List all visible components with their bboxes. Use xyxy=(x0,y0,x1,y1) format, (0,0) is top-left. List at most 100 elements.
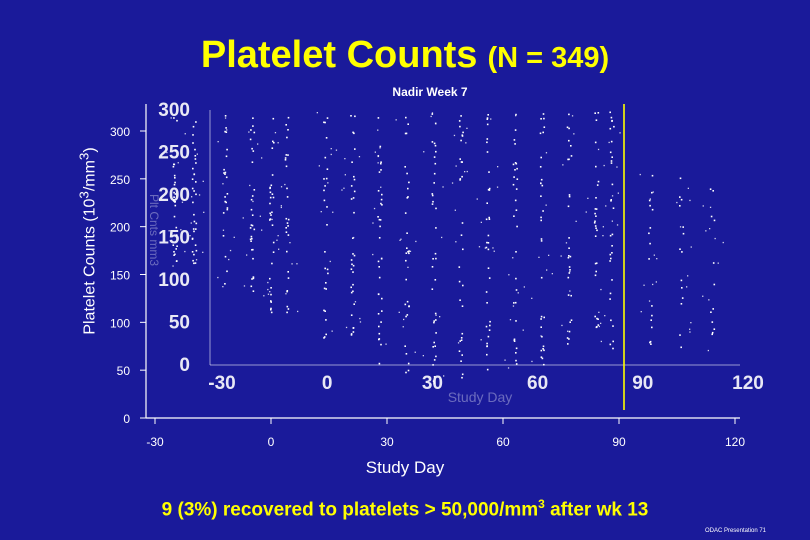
data-point xyxy=(431,203,434,205)
data-point xyxy=(460,360,462,362)
data-point xyxy=(598,311,600,313)
data-point xyxy=(594,220,596,223)
data-point xyxy=(432,346,434,348)
data-point xyxy=(225,155,228,158)
data-point xyxy=(252,290,255,292)
data-point xyxy=(656,258,658,260)
footer-note: 9 (3%) recovered to platelets > 50,000/m… xyxy=(161,497,649,521)
data-point xyxy=(261,157,263,159)
data-point xyxy=(567,276,570,279)
data-point xyxy=(269,212,271,215)
data-point xyxy=(596,326,598,328)
data-point xyxy=(379,145,382,148)
data-point xyxy=(405,259,407,262)
data-point xyxy=(166,151,168,154)
data-point xyxy=(619,132,621,134)
data-point xyxy=(639,173,641,176)
y-tick-label: 150 xyxy=(110,269,130,283)
data-point xyxy=(173,215,176,218)
data-point xyxy=(250,208,253,211)
data-point xyxy=(651,314,653,317)
data-point xyxy=(486,118,489,120)
data-point xyxy=(459,299,461,301)
data-point xyxy=(594,235,597,237)
data-point xyxy=(414,351,416,353)
data-point xyxy=(224,171,227,174)
data-point xyxy=(352,331,355,333)
data-point xyxy=(184,250,186,253)
data-point xyxy=(350,259,353,261)
data-point xyxy=(488,277,491,279)
data-point xyxy=(286,196,289,198)
x-tick-label: 90 xyxy=(612,435,626,449)
data-point xyxy=(352,131,354,134)
data-point xyxy=(650,343,652,345)
data-point xyxy=(330,153,332,156)
data-point xyxy=(330,148,332,150)
data-point xyxy=(181,201,184,203)
data-point xyxy=(486,138,489,140)
data-point xyxy=(377,129,379,131)
data-point xyxy=(326,117,329,119)
data-point xyxy=(460,115,462,117)
data-point xyxy=(567,330,569,332)
chart-points xyxy=(166,111,724,384)
data-point xyxy=(224,200,226,203)
ghost-y-tick-label: 0 xyxy=(179,355,190,376)
data-point xyxy=(488,218,491,220)
data-point xyxy=(195,249,198,252)
data-point xyxy=(680,198,683,201)
data-point xyxy=(435,257,437,260)
data-point xyxy=(709,188,712,190)
data-point xyxy=(352,237,354,239)
data-point xyxy=(270,301,272,303)
data-point xyxy=(539,132,542,135)
data-point xyxy=(573,133,575,135)
data-point xyxy=(434,252,437,255)
data-point xyxy=(480,339,482,341)
data-point xyxy=(568,266,571,268)
data-point xyxy=(250,285,253,288)
data-point xyxy=(541,335,543,338)
data-point xyxy=(570,294,572,297)
data-point xyxy=(193,253,195,256)
data-point xyxy=(378,325,380,328)
data-point xyxy=(433,156,436,158)
data-point xyxy=(381,204,383,206)
data-point xyxy=(174,177,176,179)
data-point xyxy=(353,303,355,305)
data-point xyxy=(352,271,354,273)
data-point xyxy=(707,349,709,352)
data-point xyxy=(406,247,408,249)
data-point xyxy=(651,326,653,329)
data-point xyxy=(326,268,329,271)
data-point xyxy=(270,307,272,310)
data-point xyxy=(442,186,444,188)
data-point xyxy=(252,277,255,280)
data-point xyxy=(680,346,682,349)
data-point xyxy=(406,197,409,199)
data-point xyxy=(252,248,254,251)
data-point xyxy=(341,189,343,191)
data-point xyxy=(243,285,246,287)
data-point xyxy=(585,211,587,213)
x-tick-label: 30 xyxy=(380,435,394,449)
data-point xyxy=(546,269,548,271)
data-point xyxy=(323,337,325,339)
data-point xyxy=(594,141,597,144)
data-point xyxy=(344,174,346,176)
data-point xyxy=(173,174,176,177)
data-point xyxy=(610,257,612,260)
data-point xyxy=(722,241,724,244)
data-point xyxy=(568,255,570,257)
data-point xyxy=(194,155,197,157)
data-point xyxy=(285,165,288,168)
data-point xyxy=(439,316,441,318)
data-point xyxy=(609,253,612,256)
data-point xyxy=(653,254,655,256)
data-point xyxy=(267,293,270,295)
data-point xyxy=(378,332,381,335)
data-point xyxy=(514,199,517,202)
